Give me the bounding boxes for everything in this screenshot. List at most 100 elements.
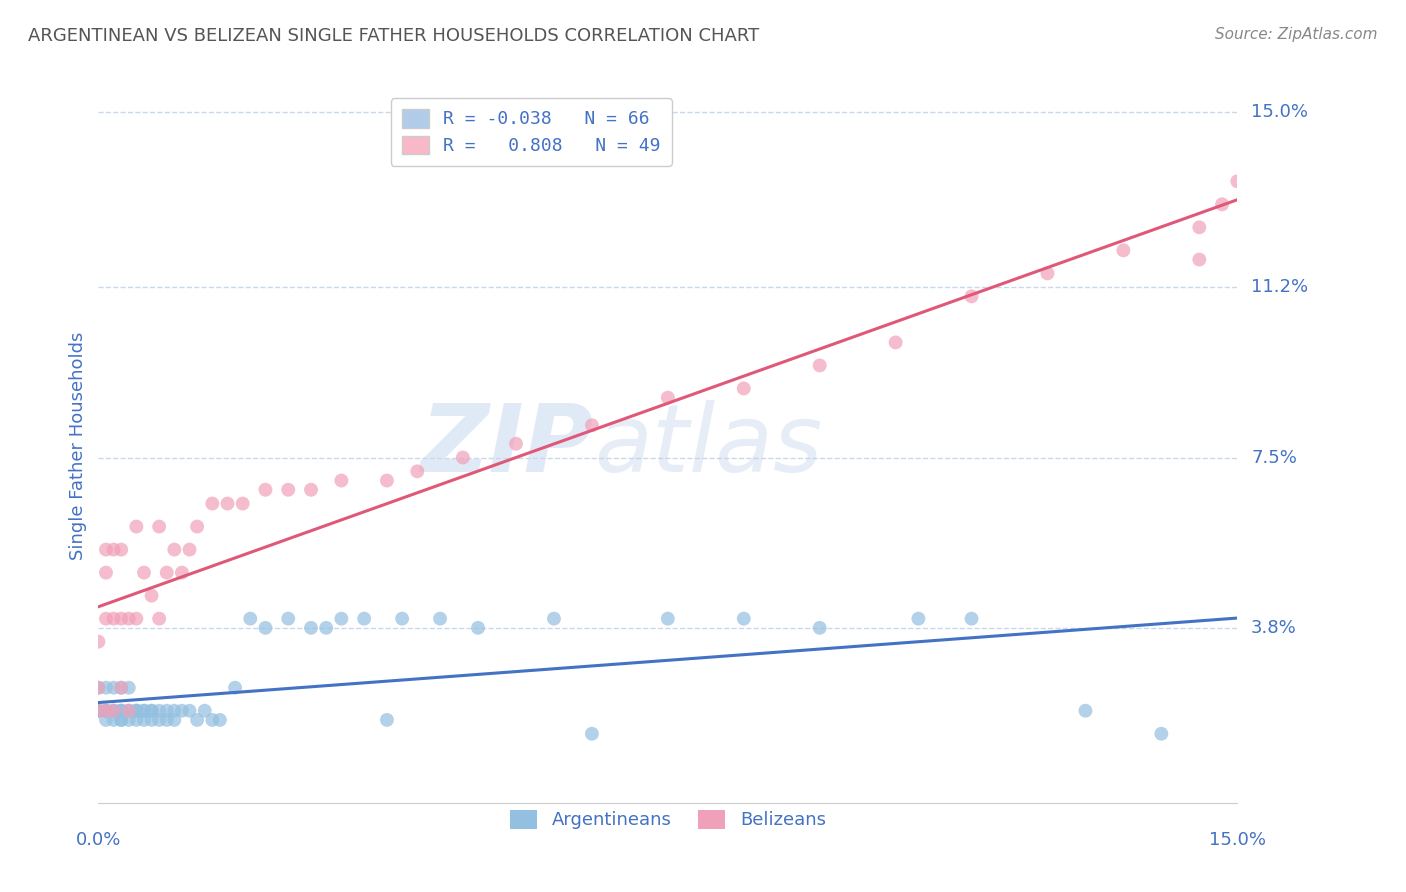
Point (94, 566, 117, 580)
Point (156, 713, 179, 727)
Point (132, 704, 155, 718)
Point (330, 474, 353, 488)
Point (148, 713, 170, 727)
Text: 11.2%: 11.2% (1251, 278, 1309, 296)
Point (141, 713, 163, 727)
Point (118, 612, 141, 626)
Point (125, 704, 148, 718)
Y-axis label: Single Father Households: Single Father Households (69, 332, 87, 560)
Point (254, 621, 277, 635)
Point (118, 681, 141, 695)
Point (277, 483, 299, 497)
Point (1188, 252, 1211, 267)
Point (808, 359, 831, 373)
Point (232, 497, 254, 511)
Text: 15.0%: 15.0% (1209, 830, 1265, 848)
Legend: Argentineans, Belizeans: Argentineans, Belizeans (502, 803, 834, 837)
Point (201, 713, 224, 727)
Point (1074, 704, 1097, 718)
Point (201, 497, 224, 511)
Point (353, 612, 375, 626)
Point (163, 704, 186, 718)
Point (299, 621, 322, 635)
Point (125, 704, 148, 718)
Point (87, 681, 110, 695)
Point (733, 612, 755, 626)
Point (110, 713, 132, 727)
Point (125, 612, 148, 626)
Point (118, 704, 141, 718)
Point (1036, 266, 1059, 280)
Point (960, 289, 983, 303)
Point (125, 704, 148, 718)
Text: 0.0%: 0.0% (76, 830, 121, 848)
Point (94, 704, 117, 718)
Point (315, 621, 337, 635)
Point (194, 704, 217, 718)
Point (330, 612, 353, 626)
Point (87, 681, 110, 695)
Point (208, 713, 231, 727)
Point (1112, 244, 1135, 258)
Point (132, 713, 155, 727)
Point (1226, 174, 1249, 188)
Point (148, 612, 170, 626)
Point (224, 681, 246, 695)
Point (103, 704, 125, 718)
Point (87, 704, 110, 718)
Point (1188, 220, 1211, 235)
Point (148, 519, 170, 533)
Point (657, 612, 679, 626)
Point (103, 681, 125, 695)
Point (110, 681, 132, 695)
Point (87, 634, 110, 648)
Point (125, 519, 148, 533)
Point (103, 704, 125, 718)
Point (103, 542, 125, 557)
Point (141, 704, 163, 718)
Text: 15.0%: 15.0% (1251, 103, 1308, 121)
Point (110, 612, 132, 626)
Point (94, 713, 117, 727)
Point (87, 704, 110, 718)
Point (299, 483, 322, 497)
Point (581, 727, 603, 741)
Point (87, 704, 110, 718)
Point (277, 612, 299, 626)
Point (141, 704, 163, 718)
Point (907, 612, 929, 626)
Point (808, 621, 831, 635)
Point (125, 713, 148, 727)
Point (110, 704, 132, 718)
Point (118, 713, 141, 727)
Point (217, 497, 239, 511)
Point (94, 542, 117, 557)
Point (94, 704, 117, 718)
Text: ARGENTINEAN VS BELIZEAN SINGLE FATHER HOUSEHOLDS CORRELATION CHART: ARGENTINEAN VS BELIZEAN SINGLE FATHER HO… (28, 27, 759, 45)
Point (163, 542, 186, 557)
Point (94, 704, 117, 718)
Point (429, 612, 451, 626)
Point (110, 542, 132, 557)
Point (94, 681, 117, 695)
Point (186, 713, 208, 727)
Point (132, 704, 155, 718)
Point (960, 612, 983, 626)
Point (103, 612, 125, 626)
Point (1150, 727, 1173, 741)
Text: atlas: atlas (593, 401, 823, 491)
Point (657, 391, 679, 405)
Point (179, 542, 201, 557)
Text: 3.8%: 3.8% (1251, 619, 1296, 637)
Point (156, 704, 179, 718)
Point (391, 612, 413, 626)
Point (132, 566, 155, 580)
Point (179, 704, 201, 718)
Point (110, 681, 132, 695)
Point (543, 612, 565, 626)
Point (505, 436, 527, 450)
Point (170, 704, 193, 718)
Text: 7.5%: 7.5% (1251, 449, 1298, 467)
Point (87, 704, 110, 718)
Point (141, 589, 163, 603)
